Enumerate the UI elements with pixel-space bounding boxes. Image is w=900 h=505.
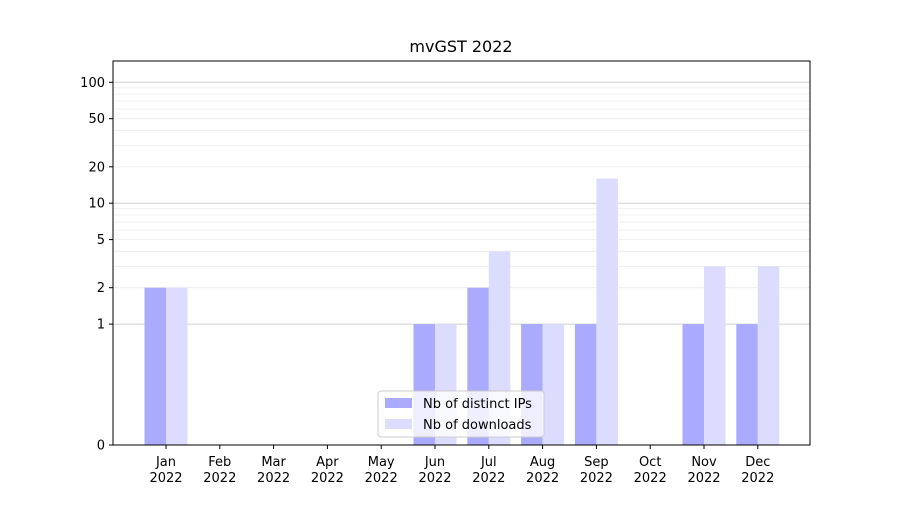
- bar-distinct-ips: [144, 287, 166, 445]
- bar-downloads: [166, 287, 188, 445]
- x-tick-label: May 2022: [365, 455, 398, 486]
- x-tick-label: Mar 2022: [257, 455, 290, 486]
- bar-downloads: [757, 266, 780, 445]
- x-tick-label: Nov 2022: [687, 455, 720, 486]
- bar-distinct-ips: [574, 324, 597, 445]
- y-tick-label: 5: [97, 233, 105, 248]
- x-tick-label: Aug 2022: [526, 455, 559, 486]
- bars: [144, 178, 780, 445]
- legend-label: Nb of distinct IPs: [423, 397, 532, 412]
- legend-swatch: [385, 398, 412, 408]
- y-tick-label: 10: [88, 197, 105, 212]
- legend-label: Nb of downloads: [423, 418, 532, 433]
- chart-title: mvGST 2022: [409, 37, 512, 56]
- bar-distinct-ips: [736, 324, 758, 445]
- y-tick-label: 100: [80, 76, 105, 91]
- y-tick-label: 50: [88, 112, 105, 127]
- legend-box: [377, 390, 545, 438]
- x-tick-label: Jun 2022: [418, 455, 451, 486]
- x-tick-label: Sep 2022: [580, 455, 613, 486]
- x-tick-label: Dec 2022: [741, 455, 774, 486]
- plot-frame: [112, 60, 811, 446]
- legend-swatch: [385, 419, 412, 429]
- y-tick-label: 0: [97, 439, 105, 454]
- bar-downloads: [596, 178, 618, 445]
- y-tick-label: 2: [97, 281, 105, 296]
- axis-ticks: 0 1 2 5 10 20 50 100 Jan 2022 Feb 2022 Mar 2022 Apr 202…: [80, 76, 774, 486]
- x-tick-label: Oct 2022: [634, 455, 667, 486]
- bar-downloads: [704, 266, 726, 445]
- x-tick-label: Feb 2022: [203, 455, 236, 486]
- x-tick-label: Jul 2022: [472, 455, 505, 486]
- x-tick-label: Apr 2022: [311, 455, 344, 486]
- grid: [113, 81, 810, 325]
- x-tick-label: Jan 2022: [149, 455, 182, 486]
- legend: Nb of distinct IPs Nb of downloads: [377, 390, 545, 438]
- bar-distinct-ips: [682, 324, 704, 445]
- y-tick-label: 1: [97, 318, 105, 333]
- bar-downloads: [542, 324, 565, 445]
- y-tick-label: 20: [88, 160, 105, 175]
